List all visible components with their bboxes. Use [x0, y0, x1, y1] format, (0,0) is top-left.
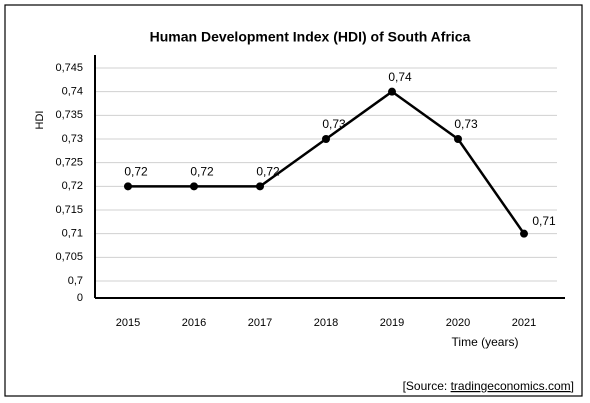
- point: [190, 182, 198, 191]
- y-tick-label: 0,74: [62, 86, 83, 98]
- point: [256, 182, 264, 191]
- point: [520, 229, 528, 238]
- y-tick-label: 0,735: [55, 109, 83, 121]
- x-tick-label: 2021: [512, 317, 536, 329]
- data-label: 0,74: [388, 70, 412, 84]
- y-tick-label: 0,72: [62, 180, 83, 192]
- chart-title: Human Development Index (HDI) of South A…: [150, 29, 471, 45]
- data-label: 0,71: [532, 214, 556, 228]
- y-tick-label: 0,715: [55, 204, 83, 216]
- point: [124, 182, 132, 191]
- point: [322, 135, 330, 143]
- data-label: 0,72: [190, 165, 214, 179]
- source-suffix: ]: [571, 379, 574, 393]
- point: [388, 87, 396, 96]
- y-tick-label: 0: [77, 292, 83, 304]
- source-prefix: [Source:: [403, 379, 451, 393]
- y-tick-label: 0,71: [62, 228, 83, 240]
- x-axis-label: Time (years): [452, 335, 519, 349]
- source: [Source: tradingeconomics.com]: [403, 379, 574, 393]
- data-label: 0,72: [124, 165, 148, 179]
- data-label: 0,72: [256, 165, 280, 179]
- y-tick-label: 0,705: [55, 251, 83, 263]
- y-tick-label: 0,745: [55, 62, 83, 74]
- point: [454, 135, 462, 143]
- x-tick-label: 2018: [314, 317, 338, 329]
- x-tick-label: 2016: [182, 317, 206, 329]
- data-label: 0,73: [454, 117, 478, 131]
- frame: [4, 4, 583, 397]
- x-tick-label: 2017: [248, 317, 272, 329]
- y-axis-label: HDI: [34, 111, 46, 130]
- y-tick-label: 0,73: [62, 133, 83, 145]
- x-tick-label: 2015: [116, 317, 140, 329]
- data-label: 0,73: [322, 117, 346, 131]
- x-tick-label: 2019: [380, 317, 404, 329]
- x-tick-label: 2020: [446, 317, 470, 329]
- y-tick-label: 0,7: [68, 275, 83, 287]
- source-link: tradingeconomics.com: [451, 379, 571, 393]
- y-tick-label: 0,725: [55, 157, 83, 169]
